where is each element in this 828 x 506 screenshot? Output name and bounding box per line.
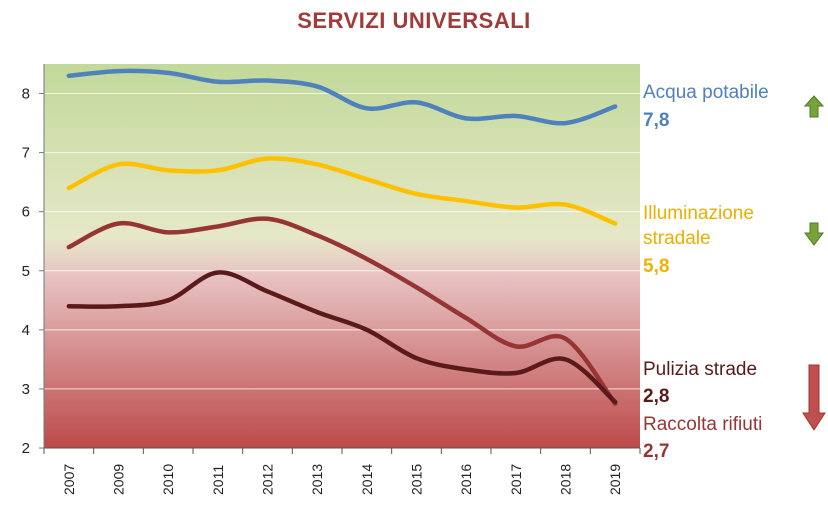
series-line-acqua-potabile — [66, 68, 618, 126]
x-tick-label: 2010 — [160, 464, 176, 495]
arrow-up-icon — [803, 95, 825, 118]
x-tick-label: 2017 — [508, 464, 524, 495]
arrow-down-icon — [804, 222, 824, 246]
chart-title: SERVIZI UNIVERSALI — [297, 8, 531, 33]
arrow-down-large-icon — [802, 364, 826, 431]
value-raccolta-rifiuti: 2,7 — [643, 441, 670, 462]
series-line-pulizia-strade — [66, 270, 618, 405]
value-illuminazione: 5,8 — [643, 256, 670, 277]
label-pulizia-strade: Pulizia strade — [643, 359, 758, 380]
label-raccolta-rifiuti: Raccolta rifiuti — [643, 414, 763, 435]
y-tick-label: 8 — [22, 86, 30, 103]
x-tick-label: 2019 — [607, 464, 623, 495]
x-tick-label: 2009 — [111, 464, 127, 495]
y-tick-label: 7 — [22, 145, 30, 162]
x-axis-ticks: 2007 2009 2010 2011 2012 2013 2014 2015 2016 2017… — [43, 448, 641, 495]
x-tick-label: 2013 — [309, 464, 325, 495]
y-tick-label: 2 — [22, 440, 30, 457]
y-axis-ticks: 2 3 4 5 6 7 8 — [22, 86, 44, 457]
y-tick-label: 3 — [22, 381, 30, 398]
x-tick-label: 2011 — [210, 465, 226, 495]
x-tick-label: 2015 — [409, 464, 425, 495]
plot-background — [44, 64, 640, 448]
series-line-raccolta-rifiuti — [66, 216, 618, 406]
label-illuminazione-line1: Illuminazione — [643, 203, 754, 224]
y-tick-label: 5 — [22, 263, 30, 280]
x-tick-label: 2014 — [359, 464, 375, 495]
x-tick-label: 2018 — [558, 464, 574, 495]
x-tick-label: 2007 — [61, 464, 77, 495]
series-line-illuminazione-stradale — [66, 156, 618, 226]
gridlines — [44, 93, 640, 390]
series-lines — [66, 68, 618, 406]
label-acqua-potabile: Acqua potabile — [643, 82, 769, 103]
value-acqua-potabile: 7,8 — [643, 110, 670, 131]
y-tick-label: 4 — [22, 322, 30, 339]
x-tick-label: 2016 — [458, 464, 474, 495]
value-pulizia-strade: 2,8 — [643, 386, 670, 407]
label-illuminazione-line2: stradale — [643, 228, 711, 249]
x-tick-label: 2012 — [260, 464, 276, 495]
y-tick-label: 6 — [22, 204, 30, 221]
